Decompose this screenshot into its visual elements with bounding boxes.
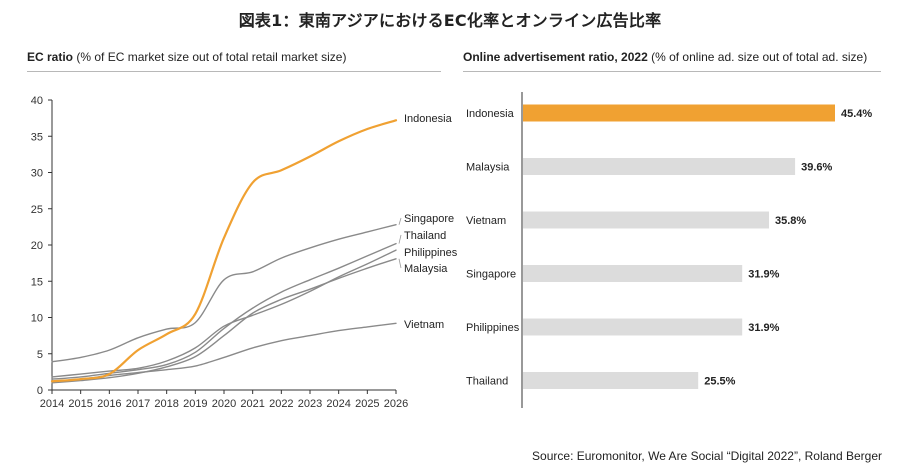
series-leader-thailand	[398, 234, 402, 244]
series-leader-singapore	[398, 217, 402, 225]
bar-chart-title: Online advertisement ratio, 2022 (% of o…	[463, 50, 867, 64]
bar-category-label: Malaysia	[466, 162, 510, 174]
bar-thailand	[523, 372, 699, 389]
bar-chart: Indonesia 45.4% Malaysia 39.6% Vietnam 35.8% S…	[466, 92, 872, 408]
bar-category-label: Singapore	[466, 269, 516, 281]
x-tick-label: 2017	[126, 398, 150, 410]
source-note: Source: Euromonitor, We Are Social “Digi…	[532, 449, 882, 463]
x-tick-label: 2014	[40, 398, 64, 410]
series-line-singapore	[51, 224, 397, 363]
x-tick-label: 2016	[97, 398, 121, 410]
bar-philippines	[523, 318, 743, 336]
x-tick-label: 2026	[384, 398, 408, 410]
series-label-philippines: Philippines	[404, 247, 458, 259]
x-tick-label: 2018	[154, 398, 178, 410]
x-tick-label: 2025	[355, 398, 379, 410]
line-chart-title-bold: EC ratio	[27, 50, 74, 64]
bar-value-label: 25.5%	[704, 376, 735, 388]
line-chart-title: EC ratio (% of EC market size out of tot…	[27, 50, 346, 64]
bar-value-label: 31.9%	[748, 269, 779, 281]
page-title: 図表1：東南アジアにおけるEC化率とオンライン広告比率	[238, 11, 662, 30]
line-chart-title-rest: (% of EC market size out of total retail…	[73, 50, 347, 64]
bar-chart-title-bold: Online advertisement ratio, 2022	[463, 50, 648, 64]
series-label-malaysia: Malaysia	[404, 263, 448, 275]
series-line-vietnam	[51, 322, 397, 382]
bar-category-label: Thailand	[466, 376, 508, 388]
y-tick-label: 40	[31, 95, 43, 107]
series-label-thailand: Thailand	[404, 230, 446, 242]
bar-vietnam	[523, 211, 769, 229]
x-tick-label: 2019	[183, 398, 207, 410]
series-line-thailand	[51, 242, 397, 380]
x-tick-label: 2015	[68, 398, 92, 410]
bar-indonesia	[523, 104, 835, 122]
y-tick-label: 35	[31, 131, 43, 143]
bar-category-label: Philippines	[466, 322, 520, 334]
series-label-singapore: Singapore	[404, 213, 454, 225]
x-tick-label: 2022	[269, 398, 293, 410]
series-line-malaysia	[51, 258, 397, 384]
series-label-indonesia: Indonesia	[404, 113, 453, 125]
series-leader-malaysia	[398, 258, 402, 269]
series-line-indonesia	[50, 119, 398, 383]
x-tick-label: 2021	[240, 398, 264, 410]
x-tick-label: 2023	[298, 398, 322, 410]
y-tick-label: 0	[37, 385, 43, 397]
series-line-philippines	[51, 249, 397, 378]
bar-value-label: 35.8%	[775, 215, 806, 227]
y-tick-label: 15	[31, 276, 43, 288]
bar-value-label: 39.6%	[801, 162, 832, 174]
y-tick-label: 30	[31, 168, 43, 180]
bar-value-label: 31.9%	[748, 322, 779, 334]
bar-value-label: 45.4%	[841, 108, 872, 120]
y-tick-label: 20	[31, 240, 43, 252]
bar-chart-title-rest: (% of online ad. size out of total ad. s…	[647, 50, 868, 64]
bar-category-label: Vietnam	[466, 215, 506, 227]
y-tick-label: 10	[31, 313, 43, 325]
bar-singapore	[523, 265, 743, 282]
bar-chart-title-rule	[463, 71, 881, 72]
bar-category-label: Indonesia	[466, 108, 515, 120]
bar-malaysia	[523, 158, 796, 175]
line-chart-title-rule	[27, 71, 441, 72]
series-label-vietnam: Vietnam	[404, 319, 444, 331]
x-tick-label: 2020	[212, 398, 236, 410]
y-tick-label: 5	[37, 349, 43, 361]
y-tick-label: 25	[31, 204, 43, 216]
x-tick-label: 2024	[326, 398, 350, 410]
